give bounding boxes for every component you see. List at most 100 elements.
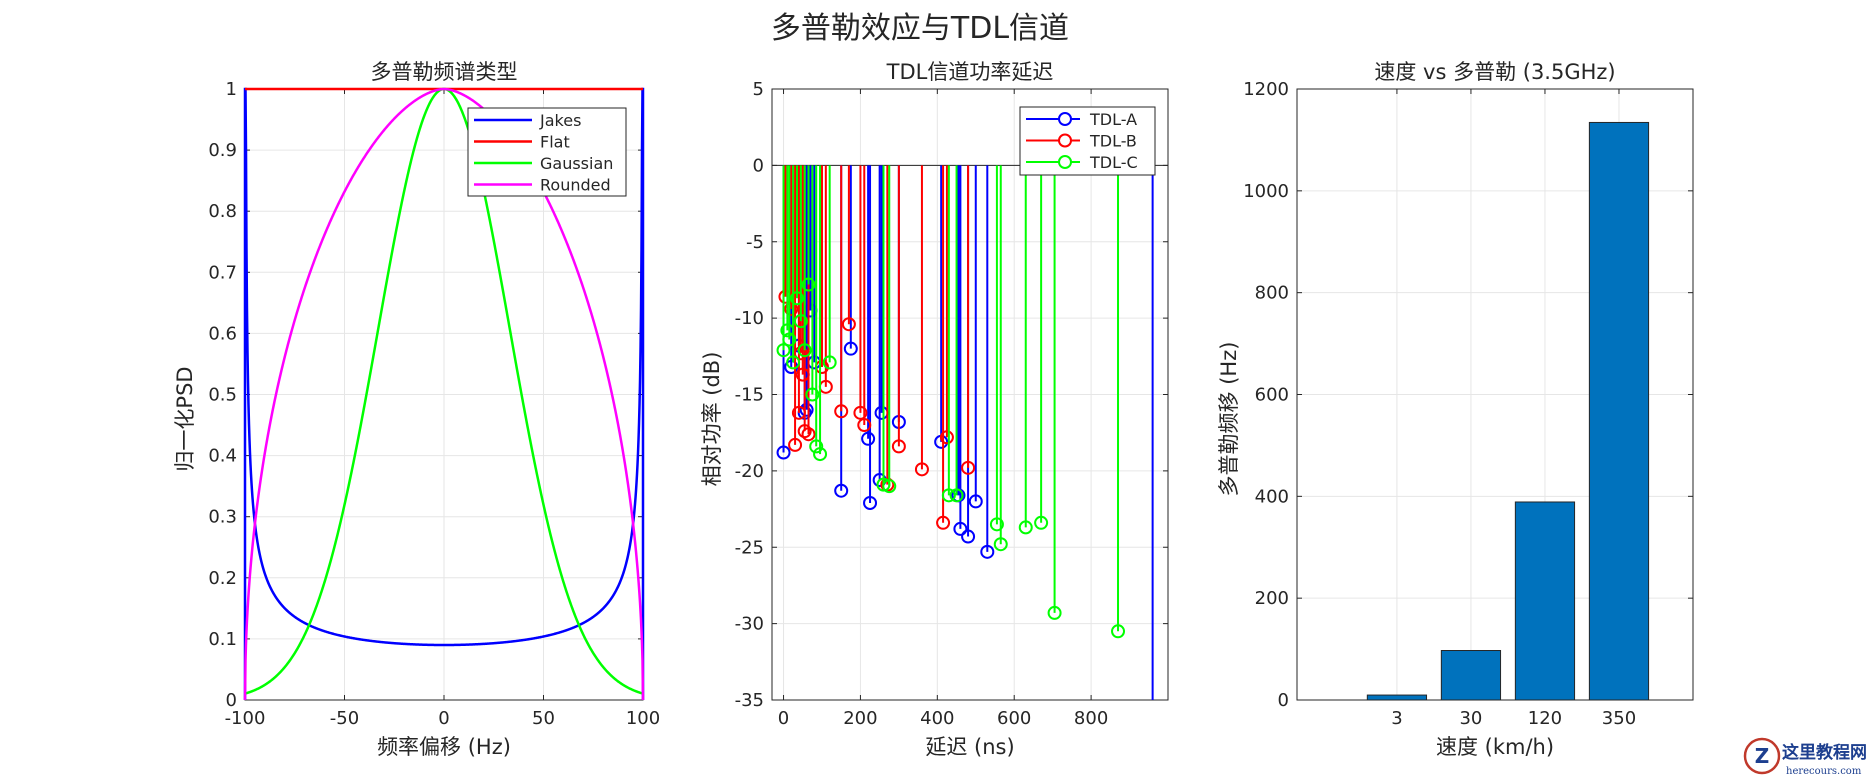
tdl-tdl-c-marker (776, 343, 791, 358)
tdl-tdl-a-marker (968, 494, 983, 509)
doppler-ytick-label: 1 (226, 79, 237, 100)
tdl-tdl-b-marker (914, 462, 929, 477)
tdl-legend-marker (1058, 155, 1072, 169)
tdl-ytick-label: -35 (735, 690, 764, 711)
tdl-tdl-a-marker (843, 341, 858, 356)
doppler-spectrum-chart: 多普勒频谱类型 频率偏移 (Hz) 归一化PSD 0 0.1 0.2 0.3 0.4 0.… (173, 60, 660, 759)
doppler-spectrum-title: 多普勒频谱类型 (371, 60, 518, 84)
speed-bar-3 (1366, 694, 1428, 701)
tdl-ytick-label: -20 (735, 461, 764, 482)
doppler-ytick-label: 0.5 (208, 385, 237, 406)
tdl-xtick-label: 400 (920, 708, 954, 729)
speed-vs-doppler-ylabel: 多普勒频移 (Hz) (1217, 342, 1241, 497)
doppler-ytick-label: 0.7 (208, 262, 237, 283)
tdl-tdl-a-marker (861, 431, 876, 446)
watermark-subtext: herecours.com (1786, 766, 1862, 777)
watermark-logo-letter: Z (1755, 744, 1770, 768)
tdl-tdl-a-marker (834, 483, 849, 498)
speed-bar-350 (1588, 121, 1650, 701)
tdl-ytick-label: -30 (735, 614, 764, 635)
tdl-tdl-b-marker (801, 427, 816, 442)
tdl-tdl-c-marker (793, 314, 808, 329)
tdl-tdl-c-marker (813, 447, 828, 462)
tdl-tdl-c-marker (786, 355, 801, 370)
tdl-ytick-label: -25 (735, 537, 764, 558)
tdl-tdl-b-marker (853, 405, 868, 420)
tdl-tdl-b-marker (841, 317, 856, 332)
tdl-tdl-a-marker (776, 445, 791, 460)
figure-title: 多普勒效应与TDL信道 (771, 11, 1069, 46)
doppler-legend-label: Rounded (540, 176, 611, 195)
tdl-tdl-a-marker (980, 544, 995, 559)
doppler-legend (467, 107, 627, 197)
doppler-ytick-label: 0.3 (208, 507, 237, 528)
tdl-tdl-a-marker (863, 495, 878, 510)
tdl-ytick-label: 0 (753, 155, 764, 176)
speed-ytick-label: 800 (1255, 283, 1289, 304)
doppler-legend-label: Flat (540, 133, 570, 152)
tdl-xtick-label: 600 (997, 708, 1031, 729)
speed-xtick-label: 350 (1602, 708, 1636, 729)
doppler-spectrum-xlabel: 频率偏移 (Hz) (377, 735, 511, 759)
tdl-tdl-b-marker (891, 439, 906, 454)
doppler-ytick-label: 0.6 (208, 323, 237, 344)
doppler-ytick-label: 0.9 (208, 140, 237, 161)
doppler-ytick-label: 0.1 (208, 629, 237, 650)
doppler-ytick-label: 0.8 (208, 201, 237, 222)
doppler-ytick-label: 0.2 (208, 568, 237, 589)
speed-ytick-label: 200 (1255, 588, 1289, 609)
tdl-tdl-b-marker (784, 301, 799, 316)
tdl-tdl-c-marker (1034, 515, 1049, 530)
tdl-legend-marker (1058, 112, 1072, 126)
tdl-tdl-b-marker (936, 515, 951, 530)
tdl-legend-label: TDL-B (1089, 132, 1137, 151)
doppler-legend-label: Gaussian (540, 154, 613, 173)
tdl-tdl-c-marker (801, 277, 816, 292)
doppler-series-jakes-line (243, 87, 645, 700)
tdl-tdl-c-marker (989, 517, 1004, 532)
tdl-tdl-b-marker (939, 430, 954, 445)
tdl-tdl-c-marker (1047, 605, 1062, 620)
speed-ytick-label: 600 (1255, 385, 1289, 406)
speed-vs-doppler-xlabel: 速度 (km/h) (1436, 735, 1554, 759)
speed-xtick-label: 30 (1459, 708, 1482, 729)
tdl-tdl-c-marker (782, 332, 797, 347)
speed-ytick-label: 400 (1255, 486, 1289, 507)
tdl-legend-label: TDL-C (1089, 153, 1138, 172)
tdl-tdl-c-marker (949, 488, 964, 503)
tdl-power-delay-chart: TDL信道功率延迟 延迟 (ns) 相对功率 (dB) -35 -30 -25 -20… (700, 60, 1169, 759)
doppler-ytick-label: 0.4 (208, 446, 237, 467)
doppler-legend-label: Jakes (539, 111, 581, 130)
tdl-power-delay-xlabel: 延迟 (ns) (925, 735, 1014, 759)
tdl-tdl-c-marker (789, 291, 804, 306)
tdl-tdl-c-marker (822, 355, 837, 370)
doppler-xtick-label: -50 (330, 708, 359, 729)
tdl-ytick-label: 5 (753, 79, 764, 100)
tdl-legend-label: TDL-A (1089, 110, 1137, 129)
tdl-tdl-a-marker (961, 529, 976, 544)
speed-vs-doppler-title: 速度 vs 多普勒 (3.5GHz) (1374, 60, 1615, 84)
tdl-tdl-b-marker (857, 418, 872, 433)
doppler-xtick-label: 100 (626, 708, 660, 729)
tdl-ytick-label: -15 (735, 385, 764, 406)
tdl-tdl-c-marker (809, 439, 824, 454)
speed-ytick-label: 1000 (1243, 181, 1289, 202)
tdl-power-delay-title: TDL信道功率延迟 (886, 60, 1054, 84)
watermark-logo-icon (1743, 737, 1781, 775)
doppler-xtick-label: 50 (532, 708, 555, 729)
speed-vs-doppler-chart: 速度 vs 多普勒 (3.5GHz) 速度 (km/h) 多普勒频移 (Hz) … (1217, 60, 1694, 759)
speed-xtick-label: 120 (1528, 708, 1562, 729)
tdl-tdl-a-marker (799, 402, 814, 417)
tdl-tdl-b-marker (793, 346, 808, 361)
tdl-tdl-b-marker (788, 437, 803, 452)
tdl-xtick-label: 200 (843, 708, 877, 729)
tdl-tdl-c-marker (882, 479, 897, 494)
doppler-xtick-label: 0 (438, 708, 449, 729)
doppler-series-rounded-line (243, 87, 645, 701)
watermark-text: 这里教程网 (1782, 742, 1867, 763)
speed-ytick-label: 1200 (1243, 79, 1289, 100)
doppler-spectrum-ylabel: 归一化PSD (173, 366, 197, 471)
tdl-xtick-label: 0 (778, 708, 789, 729)
tdl-tdl-c-marker (941, 488, 956, 503)
